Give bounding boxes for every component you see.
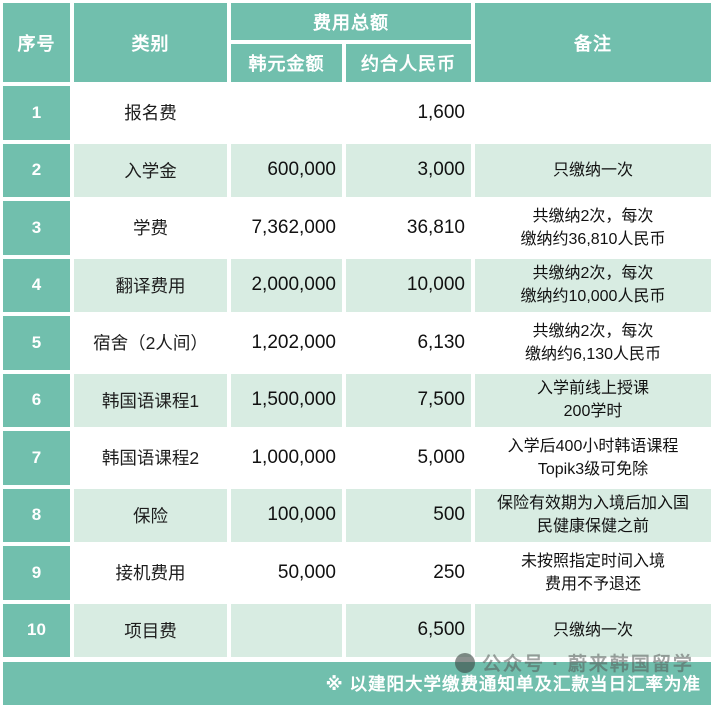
header-category: 类别: [74, 3, 227, 82]
row-krw: 100,000: [231, 488, 342, 542]
row-krw: [231, 86, 342, 140]
row-index: 9: [3, 546, 70, 600]
row-category: 报名费: [74, 86, 227, 140]
row-rmb: 10,000: [346, 258, 471, 312]
row-category: 宿舍（2人间）: [74, 316, 227, 370]
row-index: 10: [3, 603, 70, 657]
row-rmb: 36,810: [346, 201, 471, 255]
row-note: 入学后400小时韩语课程 Topik3级可免除: [475, 431, 711, 485]
row-rmb: 250: [346, 546, 471, 600]
footer-disclaimer: ※ 以建阳大学缴费通知单及汇款当日汇率为准: [3, 662, 711, 705]
row-index: 1: [3, 86, 70, 140]
row-note: 只缴纳一次: [475, 603, 711, 657]
row-note: 只缴纳一次: [475, 143, 711, 197]
header-notes: 备注: [475, 3, 711, 82]
header-krw: 韩元金额: [231, 44, 342, 82]
footer-disclaimer-text: ※ 以建阳大学缴费通知单及汇款当日汇率为准: [325, 674, 701, 694]
row-krw: 7,362,000: [231, 201, 342, 255]
row-rmb: 5,000: [346, 431, 471, 485]
row-index: 2: [3, 143, 70, 197]
row-note: 保险有效期为入境后加入国 民健康保健之前: [475, 488, 711, 542]
row-note: 共缴纳2次，每次 缴纳约36,810人民币: [475, 201, 711, 255]
row-index: 6: [3, 373, 70, 427]
row-index: 7: [3, 431, 70, 485]
row-category: 韩国语课程2: [74, 431, 227, 485]
row-category: 入学金: [74, 143, 227, 197]
row-krw: 1,000,000: [231, 431, 342, 485]
header-fee-group: 费用总额: [231, 3, 471, 40]
row-krw: 600,000: [231, 143, 342, 197]
header-index: 序号: [3, 3, 70, 82]
row-krw: 1,500,000: [231, 373, 342, 427]
row-category: 学费: [74, 201, 227, 255]
row-category: 保险: [74, 488, 227, 542]
row-category: 接机费用: [74, 546, 227, 600]
fee-table: 序号 类别 费用总额 韩元金额 约合人民币 备注 1 报名费 1,600 2 入…: [3, 3, 711, 657]
row-index: 4: [3, 258, 70, 312]
row-rmb: 500: [346, 488, 471, 542]
row-krw: [231, 603, 342, 657]
row-rmb: 1,600: [346, 86, 471, 140]
row-krw: 50,000: [231, 546, 342, 600]
row-rmb: 3,000: [346, 143, 471, 197]
row-rmb: 6,500: [346, 603, 471, 657]
header-rmb: 约合人民币: [346, 44, 471, 82]
row-index: 8: [3, 488, 70, 542]
row-rmb: 6,130: [346, 316, 471, 370]
row-index: 3: [3, 201, 70, 255]
row-category: 韩国语课程1: [74, 373, 227, 427]
row-rmb: 7,500: [346, 373, 471, 427]
row-note: 共缴纳2次，每次 缴纳约6,130人民币: [475, 316, 711, 370]
row-category: 翻译费用: [74, 258, 227, 312]
row-note: [475, 86, 711, 140]
row-index: 5: [3, 316, 70, 370]
row-category: 项目费: [74, 603, 227, 657]
row-note: 入学前线上授课 200学时: [475, 373, 711, 427]
row-krw: 2,000,000: [231, 258, 342, 312]
row-note: 未按照指定时间入境 费用不予退还: [475, 546, 711, 600]
row-krw: 1,202,000: [231, 316, 342, 370]
row-note: 共缴纳2次，每次 缴纳约10,000人民币: [475, 258, 711, 312]
